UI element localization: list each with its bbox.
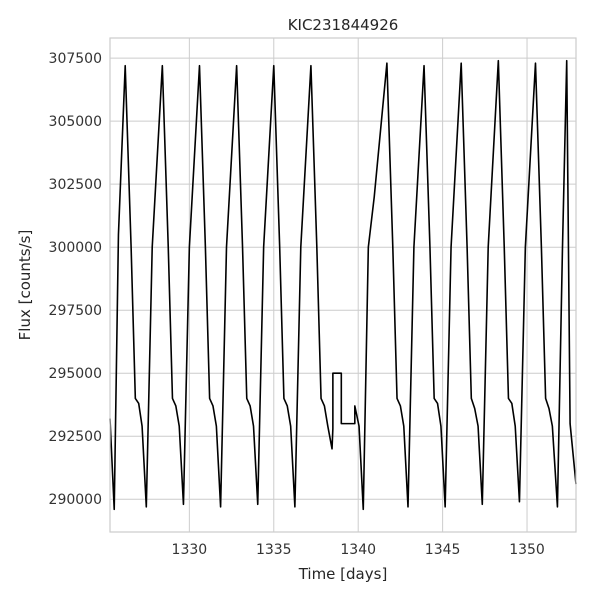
y-tick-label: 302500: [49, 177, 102, 193]
y-tick-label: 292500: [49, 429, 102, 445]
chart-title: KIC231844926: [288, 16, 399, 34]
y-tick-label: 305000: [49, 114, 102, 130]
y-tick-label: 295000: [49, 366, 102, 382]
x-tick-label: 1335: [256, 542, 292, 558]
x-tick-label: 1350: [509, 542, 545, 558]
x-axis-label: Time [days]: [298, 565, 388, 583]
grid-lines: [110, 38, 576, 532]
x-tick-label: 1345: [425, 542, 461, 558]
y-tick-label: 307500: [49, 51, 102, 67]
y-tick-label: 300000: [49, 240, 102, 256]
y-axis-label: Flux [counts/s]: [16, 230, 34, 341]
flux-series-line: [109, 59, 577, 511]
x-tick-labels: 1330 1335 1340 1345 1350: [172, 542, 545, 558]
y-tick-label: 297500: [49, 303, 102, 319]
y-tick-labels: 290000 292500 295000 297500 300000 302500 3050…: [49, 51, 102, 508]
x-tick-label: 1330: [172, 542, 208, 558]
y-tick-label: 290000: [49, 492, 102, 508]
plot-frame: [109, 37, 577, 533]
x-tick-label: 1340: [340, 542, 376, 558]
